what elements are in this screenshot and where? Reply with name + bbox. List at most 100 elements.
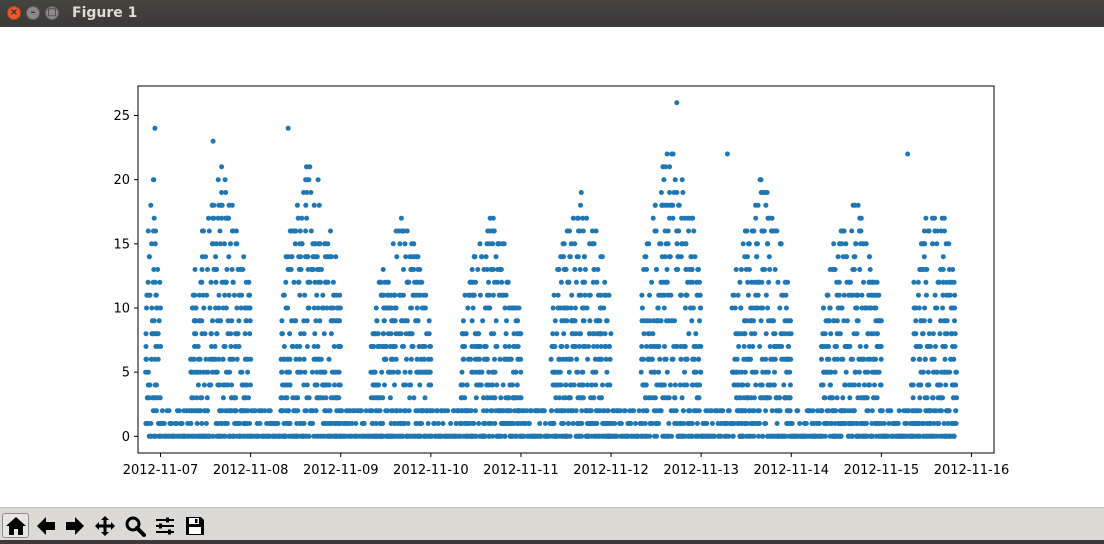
data-point [691,228,697,234]
figure-canvas[interactable]: 0 5 10 15 20 25 2012-11-07 2012-11-08 2012-11-0… [0,27,1104,507]
data-point [863,344,869,349]
data-point [417,267,423,272]
data-point [491,228,497,234]
data-point [234,356,240,362]
data-point [219,215,225,221]
window-maximize-button[interactable]: □ [45,6,59,20]
data-point [430,408,436,414]
data-point [867,267,873,272]
data-point [238,305,244,311]
data-point [617,408,623,414]
data-point [225,318,231,324]
data-point [411,267,417,272]
data-point [674,241,680,247]
home-button[interactable] [2,513,29,538]
data-point [191,356,197,362]
data-point [661,177,667,183]
data-point [600,382,605,388]
data-point [922,305,928,311]
window-minimize-button[interactable]: – [26,6,40,20]
data-point [745,292,751,298]
data-point [298,254,304,260]
data-point [417,382,423,388]
data-point [426,331,432,337]
data-point [915,279,921,285]
data-point [774,421,780,426]
data-point [639,305,645,311]
data-point [541,408,547,414]
data-point [597,318,603,324]
y-tick-label: 0 [122,430,130,445]
data-point [401,344,407,349]
data-point [392,318,398,324]
data-point [400,433,406,439]
data-point [199,267,205,272]
configure-subplots-button[interactable] [151,513,178,538]
data-point [788,331,794,337]
data-point [754,254,760,260]
data-point [210,318,215,324]
data-point [143,331,149,337]
data-point [857,344,863,349]
data-point [763,292,769,298]
data-point [678,356,684,362]
data-point [751,408,757,414]
data-point [223,305,229,311]
data-point [667,382,673,388]
save-button[interactable] [181,513,208,538]
data-point [304,318,310,324]
data-point [785,279,791,285]
data-point [339,408,345,414]
data-point [471,421,477,426]
data-point [324,305,330,311]
data-point [582,267,588,272]
data-point [928,344,933,349]
data-point [572,318,578,324]
data-point [566,279,572,285]
data-point [306,305,312,311]
data-point [857,267,863,272]
data-point [317,318,323,324]
data-point [767,344,773,349]
data-point [144,356,149,362]
data-point [926,331,932,337]
data-point [147,292,153,298]
data-point [494,344,500,349]
data-point [639,344,645,349]
pan-button[interactable] [91,513,118,538]
data-point [622,408,628,414]
data-point [214,241,219,247]
data-point [667,254,673,260]
data-point [484,408,490,414]
home-icon [5,516,26,535]
data-point [942,344,948,349]
data-point [916,305,922,311]
forward-button[interactable] [61,513,88,538]
data-point [580,228,586,234]
back-button[interactable] [32,513,59,538]
data-point [153,228,159,234]
data-point [490,215,496,221]
data-point [934,369,940,375]
zoom-button[interactable] [121,513,148,538]
data-point [881,421,887,426]
data-point [859,292,865,298]
data-point [193,318,199,324]
data-point [558,279,564,285]
data-point [448,421,454,426]
data-point [550,305,556,311]
data-point [689,318,695,324]
data-point [303,408,309,414]
window-close-button[interactable]: × [7,6,21,20]
data-point [667,190,673,195]
data-point [930,241,935,247]
data-point [456,408,462,414]
data-point [711,433,717,439]
data-point [288,267,294,272]
data-point [398,331,404,337]
data-point [306,433,312,439]
data-point [486,369,492,375]
data-point [923,215,929,221]
data-point [314,254,320,260]
data-point [656,344,662,349]
